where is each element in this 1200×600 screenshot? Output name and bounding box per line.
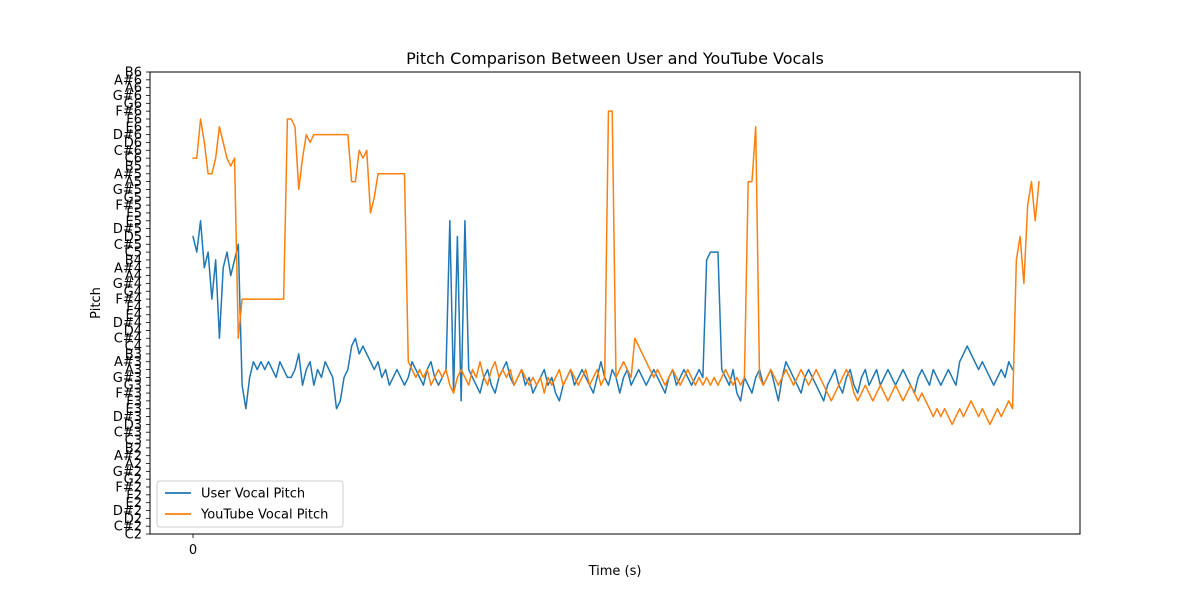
x-axis-ticks: 0 (189, 534, 197, 558)
y-tick-label: D#4 (113, 316, 142, 331)
y-tick-label: C2 (125, 528, 142, 543)
y-tick-label: C3 (125, 434, 142, 449)
y-tick-label: D#6 (113, 128, 142, 143)
y-tick-label: D4 (124, 324, 142, 339)
y-tick-label: A#2 (114, 449, 142, 464)
y-tick-label: B2 (125, 441, 142, 456)
plot-area (149, 71, 1081, 535)
y-tick-label: F#6 (115, 105, 142, 120)
y-tick-label: C#4 (114, 332, 142, 347)
series-lines (192, 110, 1040, 426)
y-tick-label: A#5 (114, 167, 142, 182)
y-tick-label: C5 (125, 246, 142, 261)
y-tick-label: G4 (124, 285, 142, 300)
y-tick-label: C#6 (114, 144, 142, 159)
y-tick-label: A5 (125, 175, 142, 190)
y-axis-ticks: C2C#2D2D#2E2F2F#2G2G#2A2A#2B2C3C#3D3D#3E… (113, 66, 150, 543)
y-tick-label: E2 (126, 496, 143, 511)
y-tick-label: G#5 (113, 183, 142, 198)
y-tick-label: A#6 (114, 73, 142, 88)
y-tick-label: A#4 (114, 261, 142, 276)
y-tick-label: C#3 (114, 426, 142, 441)
y-tick-label: C#2 (114, 520, 142, 535)
y-tick-label: F#3 (115, 387, 142, 402)
y-tick-label: D5 (124, 230, 142, 245)
y-tick-label: E6 (126, 120, 143, 135)
y-tick-label: E5 (126, 214, 143, 229)
y-tick-label: F#5 (115, 199, 142, 214)
y-tick-label: F#4 (115, 293, 142, 308)
y-tick-label: A#3 (114, 355, 142, 370)
y-tick-label: A6 (125, 81, 142, 96)
y-tick-label: F3 (126, 394, 142, 409)
y-tick-label: F5 (126, 206, 142, 221)
y-tick-label: D#5 (113, 222, 142, 237)
legend-user-label: User Vocal Pitch (201, 487, 305, 502)
y-tick-label: G3 (124, 379, 142, 394)
y-tick-label: B3 (125, 347, 142, 362)
y-tick-label: C6 (125, 152, 142, 167)
y-tick-label: G2 (124, 473, 142, 488)
legend: User Vocal Pitch YouTube Vocal Pitch (156, 480, 344, 528)
x-tick-label: 0 (189, 543, 197, 558)
y-tick-label: B6 (125, 66, 142, 81)
y-tick-label: E4 (126, 308, 143, 323)
y-axis-title: Pitch (89, 287, 104, 319)
youtube-vocal-pitch-line (192, 110, 1040, 426)
y-tick-label: G5 (124, 191, 142, 206)
y-tick-label: G#6 (113, 89, 142, 104)
y-tick-label: D#3 (113, 410, 142, 425)
y-tick-label: C4 (125, 340, 142, 355)
legend-youtube-label: YouTube Vocal Pitch (200, 508, 328, 523)
y-tick-label: E3 (126, 402, 143, 417)
y-tick-label: D6 (124, 136, 142, 151)
chart-title: Pitch Comparison Between User and YouTub… (406, 49, 824, 68)
y-tick-label: G#3 (113, 371, 142, 386)
y-tick-label: F#2 (115, 481, 142, 496)
x-axis-title: Time (s) (588, 564, 642, 579)
y-tick-label: D#2 (113, 504, 142, 519)
y-tick-label: G#2 (113, 465, 142, 480)
y-tick-label: A4 (125, 269, 142, 284)
y-tick-label: F6 (126, 112, 142, 127)
y-tick-label: F2 (126, 488, 142, 503)
y-tick-label: A2 (125, 457, 142, 472)
y-tick-label: F4 (126, 300, 142, 315)
y-tick-label: B4 (125, 253, 142, 268)
y-tick-label: D3 (124, 418, 142, 433)
y-tick-label: C#5 (114, 238, 142, 253)
y-tick-label: D2 (124, 512, 142, 527)
legend-box (156, 480, 344, 528)
y-tick-label: G6 (124, 97, 142, 112)
y-tick-label: B5 (125, 159, 142, 174)
y-tick-label: G#4 (113, 277, 142, 292)
user-vocal-pitch-line (192, 220, 1014, 410)
y-tick-label: A3 (125, 363, 142, 378)
